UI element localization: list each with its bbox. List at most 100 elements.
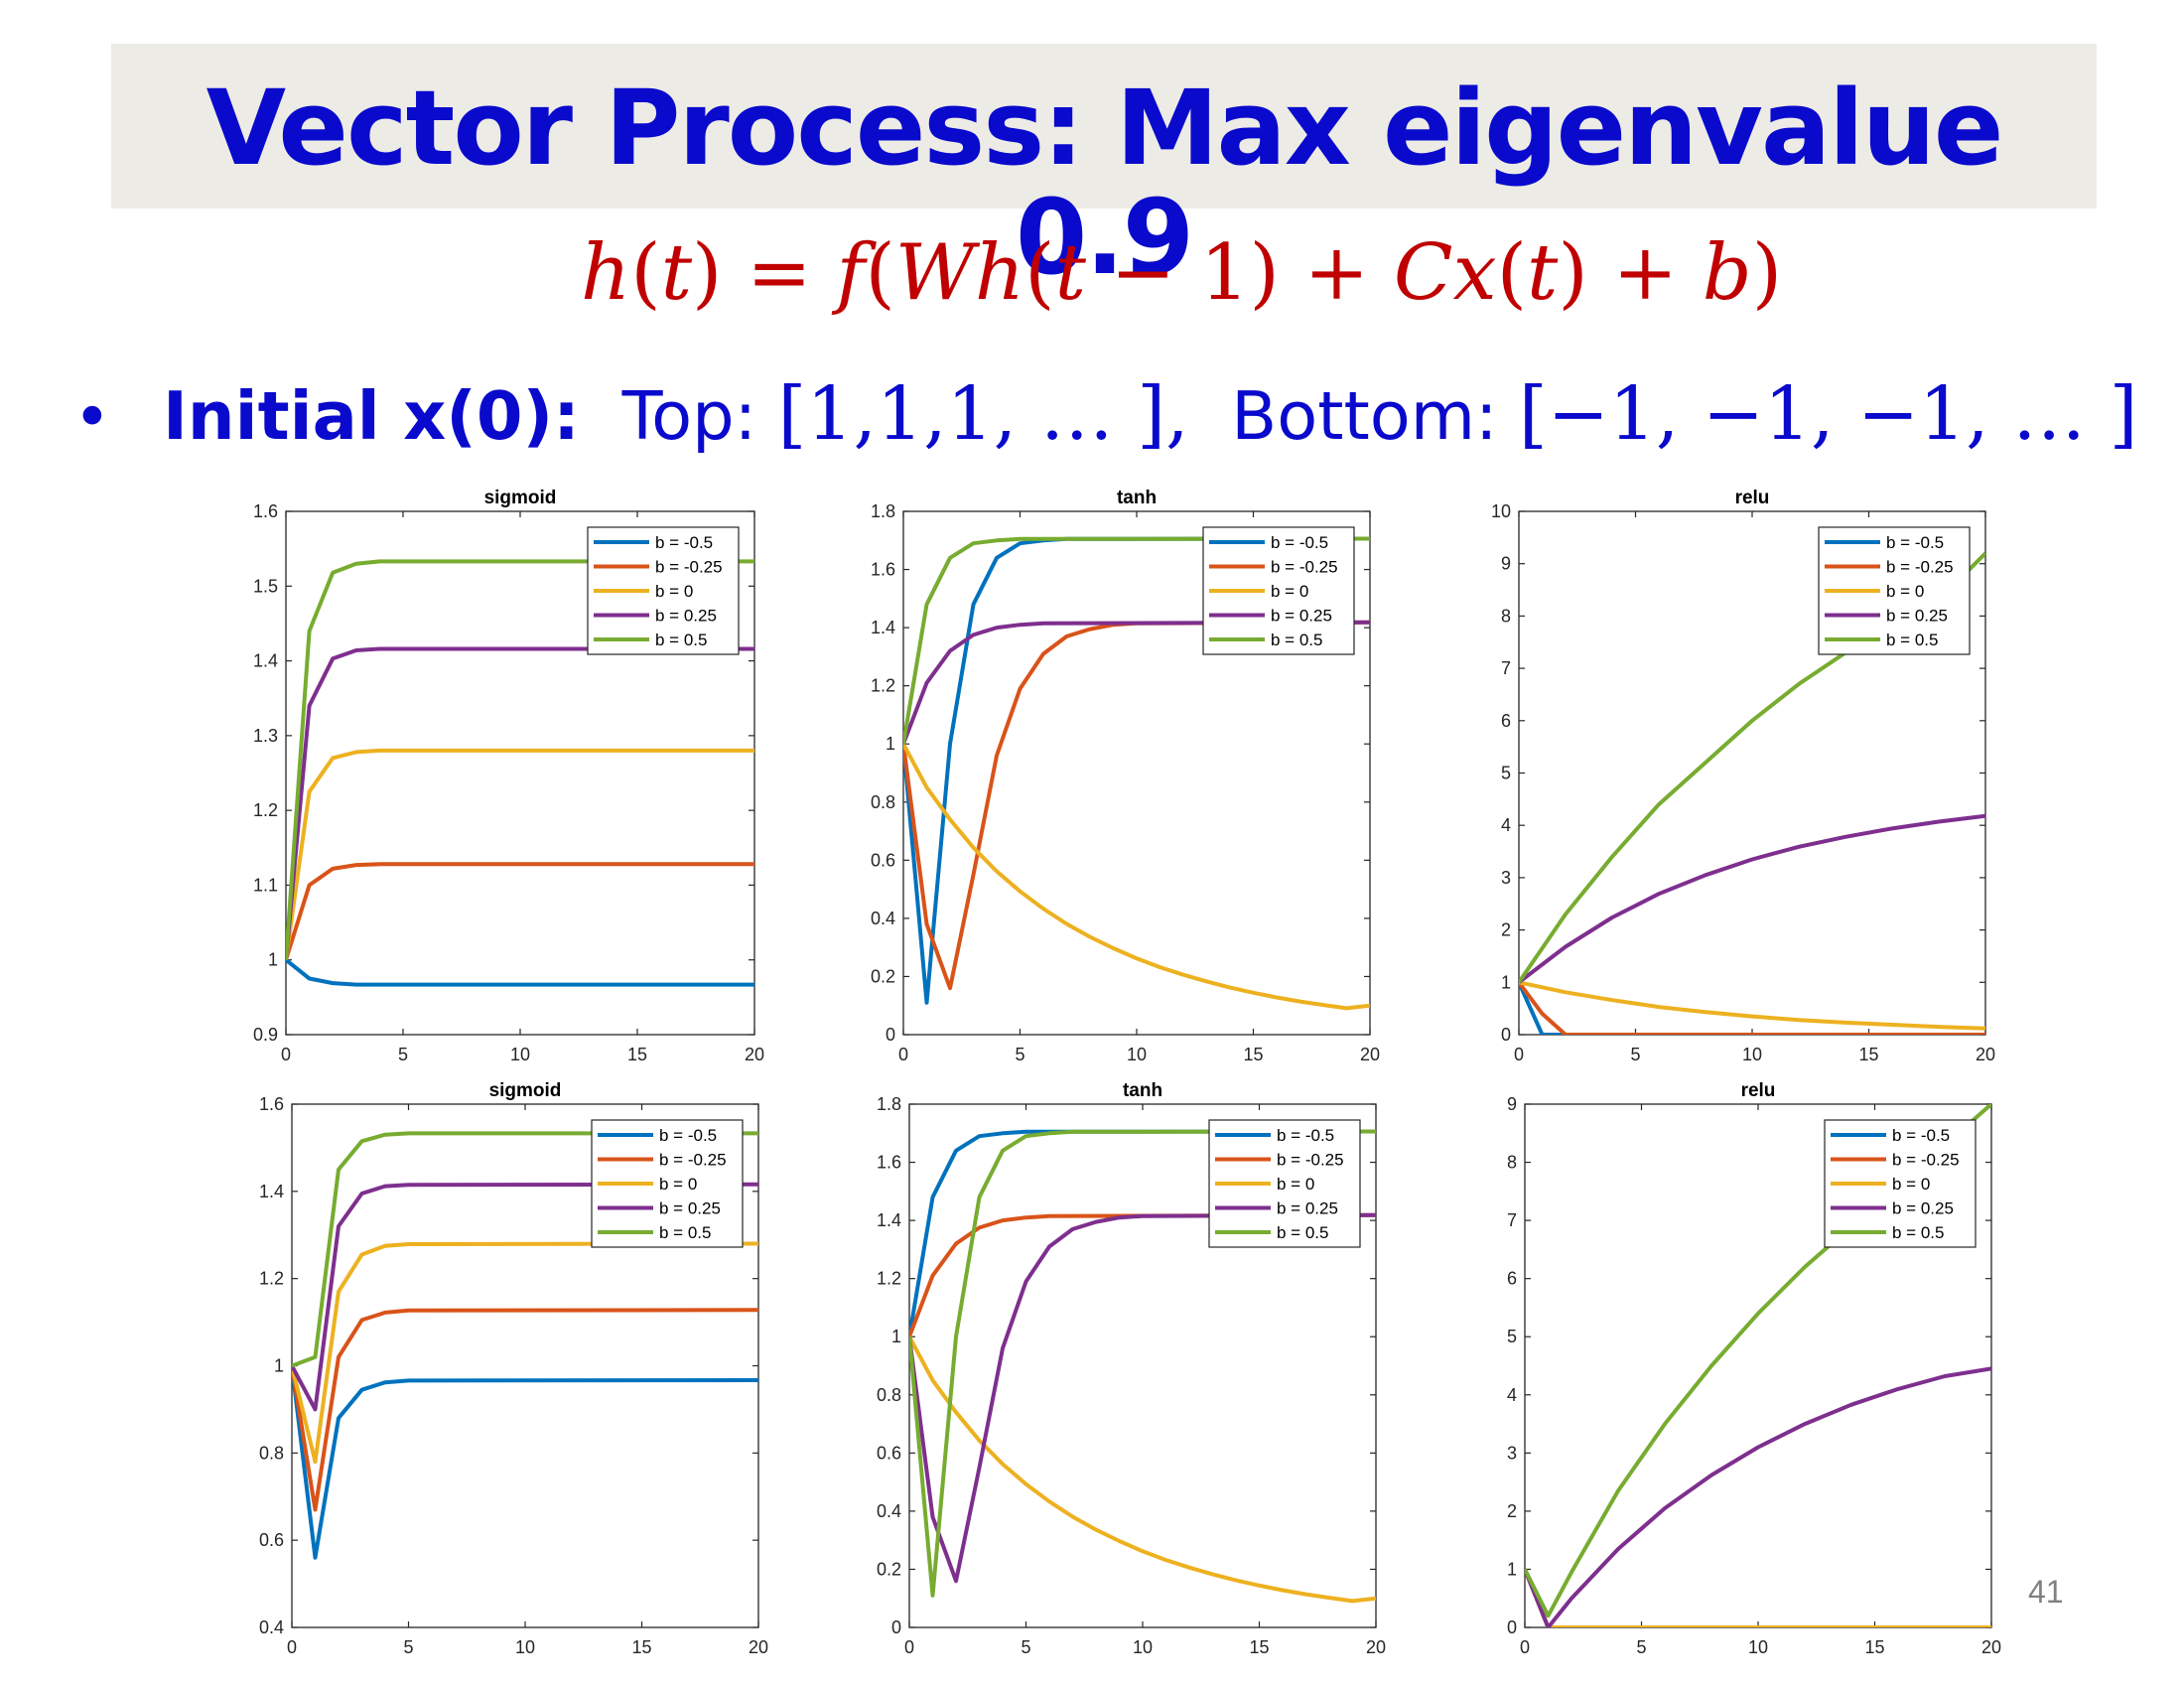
y-tick-label: 0.2 bbox=[877, 1559, 901, 1579]
chart-legend: b = -0.5 b = -0.25 b = 0 b = 0.25 b = 0.5 bbox=[1818, 526, 1971, 655]
x-tick-label: 0 bbox=[1520, 1637, 1530, 1657]
y-tick-label: 1 bbox=[891, 1327, 901, 1346]
x-tick-label: 20 bbox=[1360, 1045, 1380, 1064]
series-line-1 bbox=[292, 1365, 758, 1560]
legend-entry: b = -0.25 bbox=[1271, 558, 1338, 577]
legend-entry: b = 0.25 bbox=[1271, 607, 1332, 626]
series-group bbox=[909, 1129, 1376, 1604]
y-tick-label: 0.4 bbox=[259, 1618, 284, 1637]
chart-title: tanh bbox=[1117, 488, 1157, 508]
y-tick-label: 7 bbox=[1501, 658, 1511, 678]
series-line-1 bbox=[1519, 981, 1985, 1035]
y-tick-label: 1.6 bbox=[877, 1153, 901, 1173]
x-tick-label: 15 bbox=[1858, 1045, 1878, 1064]
chart-panel-5: 0 0.2 0.4 0.6 0.8 1 1.2 1.4 1.6 1.8 0 5 10 15 20 tanh b … bbox=[877, 1080, 1386, 1657]
eq-h2: h bbox=[974, 228, 1025, 318]
x-tick-label: 0 bbox=[1514, 1045, 1524, 1064]
series-line-3 bbox=[292, 1241, 758, 1465]
y-tick-label: 1.8 bbox=[877, 1094, 901, 1114]
initial-condition-bullet: • Initial x(0): Top: [1,1,1, … ], Bottom:… bbox=[73, 369, 2138, 463]
eq-equals: = bbox=[722, 228, 837, 318]
y-tick-label: 1.3 bbox=[253, 726, 278, 746]
y-tick-label: 5 bbox=[1507, 1327, 1517, 1346]
legend-entry: b = -0.25 bbox=[659, 1151, 727, 1170]
x-tick-label: 0 bbox=[287, 1637, 297, 1657]
x-tick-label: 20 bbox=[1981, 1637, 2001, 1657]
x-tick-label: 15 bbox=[631, 1637, 651, 1657]
y-tick-label: 1.2 bbox=[871, 676, 895, 696]
series-group bbox=[292, 1131, 758, 1560]
x-tick-label: 15 bbox=[627, 1045, 647, 1064]
x-tick-label: 10 bbox=[1133, 1637, 1153, 1657]
series-line-3 bbox=[903, 743, 1370, 1011]
chart-legend: b = -0.5 b = -0.25 b = 0 b = 0.25 b = 0.5 bbox=[1202, 526, 1355, 655]
series-line-2 bbox=[1519, 981, 1985, 1035]
y-tick-label: 1.6 bbox=[253, 501, 278, 521]
x-tick-label: 20 bbox=[1366, 1637, 1386, 1657]
y-tick-label: 1.6 bbox=[259, 1094, 284, 1114]
legend-entry: b = 0 bbox=[1892, 1175, 1930, 1194]
legend-entry: b = 0.5 bbox=[1271, 631, 1322, 649]
chart-title: relu bbox=[1735, 488, 1770, 508]
y-tick-label: 1.4 bbox=[877, 1210, 901, 1230]
legend-entry: b = -0.25 bbox=[1886, 558, 1954, 577]
series-line-4 bbox=[909, 1212, 1376, 1584]
eq-f: f bbox=[836, 228, 866, 318]
chart-panel-1: 0.9 1 1.1 1.2 1.3 1.4 1.5 1.6 0 5 10 15 20 sigmoid b =… bbox=[253, 488, 764, 1064]
chart-legend: b = -0.5 b = -0.25 b = 0 b = 0.25 b = 0.5 bbox=[1208, 1119, 1361, 1248]
bullet-dot-icon: • bbox=[73, 381, 111, 455]
title-band: Vector Process: Max eigenvalue 0.9 bbox=[111, 44, 2097, 292]
x-tick-label: 5 bbox=[1021, 1637, 1030, 1657]
chart-title: relu bbox=[1741, 1080, 1776, 1101]
chart-panel-4: 0.4 0.6 0.8 1 1.2 1.4 1.6 0 5 10 15 20 sigmoid b = -0… bbox=[259, 1080, 768, 1657]
legend-entry: b = -0.25 bbox=[1277, 1151, 1344, 1170]
legend-entry: b = -0.5 bbox=[659, 1126, 717, 1145]
eq-lp4: ( bbox=[1496, 228, 1528, 318]
legend-entry: b = -0.25 bbox=[655, 558, 723, 577]
y-tick-label: 0.6 bbox=[877, 1443, 901, 1463]
legend-entry: b = 0 bbox=[1277, 1175, 1314, 1194]
y-tick-label: 0.6 bbox=[871, 850, 895, 870]
x-tick-label: 5 bbox=[403, 1637, 413, 1657]
chart-legend: b = -0.5 b = -0.25 b = 0 b = 0.25 b = 0.5 bbox=[1824, 1119, 1977, 1248]
y-tick-label: 0.8 bbox=[877, 1385, 901, 1405]
eq-t2: t bbox=[1054, 228, 1086, 318]
series-line-4 bbox=[292, 1182, 758, 1412]
legend-entry: b = -0.5 bbox=[1271, 533, 1328, 552]
eq-C: C bbox=[1393, 228, 1453, 318]
y-tick-label: 1 bbox=[1501, 972, 1511, 992]
eq-minus1: − 1) + bbox=[1085, 228, 1394, 318]
y-tick-label: 1.2 bbox=[259, 1269, 284, 1289]
x-tick-label: 5 bbox=[1636, 1637, 1646, 1657]
x-tick-label: 0 bbox=[904, 1637, 914, 1657]
eq-lp1: ( bbox=[630, 228, 661, 318]
y-tick-label: 8 bbox=[1507, 1153, 1517, 1173]
x-tick-label: 15 bbox=[1243, 1045, 1263, 1064]
legend-entry: b = 0.5 bbox=[655, 631, 707, 649]
legend-entry: b = 0.25 bbox=[1886, 607, 1948, 626]
y-tick-label: 0.4 bbox=[871, 909, 895, 928]
y-tick-label: 1 bbox=[886, 734, 895, 754]
legend-entry: b = 0.5 bbox=[1277, 1223, 1328, 1242]
top-label: Top: bbox=[621, 377, 778, 455]
y-tick-label: 3 bbox=[1501, 868, 1511, 888]
series-line-3 bbox=[1519, 980, 1985, 1031]
legend-entry: b = -0.5 bbox=[1892, 1126, 1950, 1145]
x-tick-label: 10 bbox=[1748, 1637, 1768, 1657]
x-tick-label: 10 bbox=[515, 1637, 535, 1657]
legend-entry: b = 0.5 bbox=[1886, 631, 1938, 649]
y-tick-label: 10 bbox=[1491, 501, 1511, 521]
y-tick-label: 1.5 bbox=[253, 576, 278, 596]
x-tick-label: 10 bbox=[1127, 1045, 1147, 1064]
legend-entry: b = 0.5 bbox=[659, 1223, 711, 1242]
eq-t3: t bbox=[1527, 228, 1559, 318]
y-tick-label: 0.8 bbox=[871, 792, 895, 812]
legend-entry: b = 0 bbox=[1886, 582, 1924, 601]
x-tick-label: 0 bbox=[898, 1045, 908, 1064]
recurrence-equation: h(t) = f(Wh(t − 1) + Cx(t) + b) bbox=[581, 228, 1871, 318]
series-line-4 bbox=[1525, 1366, 1991, 1627]
x-tick-label: 20 bbox=[1976, 1045, 1995, 1064]
y-tick-label: 0 bbox=[1507, 1618, 1517, 1637]
y-tick-label: 5 bbox=[1501, 764, 1511, 783]
